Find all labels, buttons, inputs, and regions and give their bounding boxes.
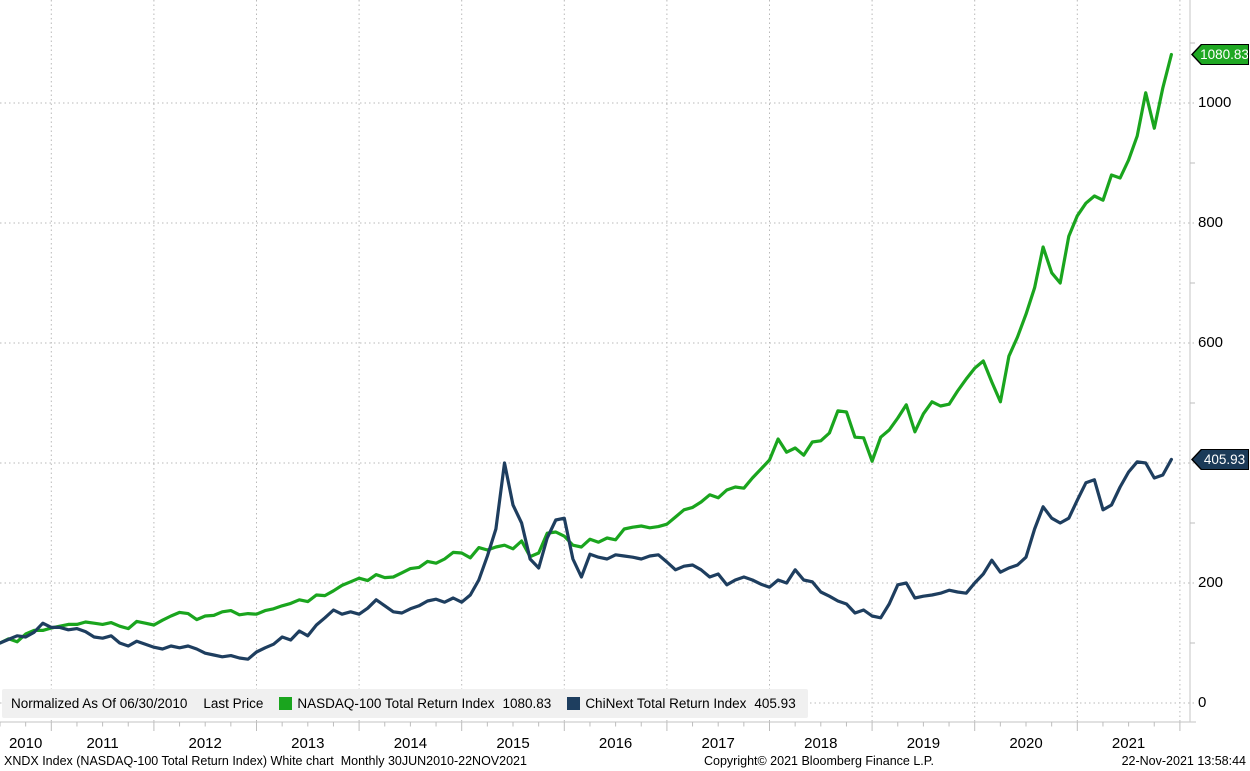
flag-value-text: 405.93 [1203, 451, 1246, 467]
chinext-series-swatch-icon [567, 697, 581, 710]
series-line-nasdaq [0, 52, 1174, 645]
x-tick-label-2012: 2012 [188, 735, 222, 752]
nasdaq-series-swatch-icon [279, 697, 293, 710]
y-tick-label: 1000 [1198, 94, 1232, 111]
x-tick-label-2020: 2020 [1009, 735, 1043, 752]
y-tick-label: 800 [1198, 214, 1224, 231]
x-tick-label-2019: 2019 [906, 735, 941, 752]
x-tick-label-2010: 2010 [8, 735, 43, 752]
y-tick-label: 600 [1198, 334, 1224, 351]
last-price-flag-nasdaq: 1080.83 [1191, 44, 1249, 65]
x-tick-label-2014: 2014 [393, 735, 428, 752]
flag-value-text: 1080.83 [1200, 47, 1249, 62]
chart-description: XNDX Index (NASDAQ-100 Total Return Inde… [4, 754, 527, 768]
legend-item-chinext[interactable]: ChiNext Total Return Index 405.93 [567, 696, 796, 711]
x-tick-label-2018: 2018 [804, 735, 838, 752]
status-bar: XNDX Index (NASDAQ-100 Total Return Inde… [0, 752, 1250, 771]
flag-value: 405.93 [1193, 449, 1248, 469]
x-tick-label-2017: 2017 [701, 735, 735, 752]
x-tick-label-2021: 2021 [1111, 735, 1146, 752]
legend-item-label: ChiNext Total Return Index [585, 696, 747, 711]
legend-item-value: 405.93 [754, 696, 796, 711]
flag-value: 1080.83 [1193, 45, 1248, 64]
legend-bar: Normalized As Of 06/30/2010 Last Price N… [2, 689, 808, 718]
last-price-label: Last Price [203, 696, 264, 711]
normalized-as-of-label: Normalized As Of 06/30/2010 [11, 696, 188, 711]
timestamp: 22-Nov-2021 13:58:44 [1121, 754, 1246, 768]
series-line-chinext [0, 457, 1174, 661]
y-tick-label: 0 [1198, 694, 1207, 711]
legend-item-value: 1080.83 [502, 696, 552, 711]
copyright-notice: Copyright© 2021 Bloomberg Finance L.P. [704, 754, 934, 768]
x-tick-label-2013: 2013 [291, 735, 325, 752]
x-tick-label-2011: 2011 [86, 735, 119, 752]
legend-item-nasdaq[interactable]: NASDAQ-100 Total Return Index 1080.83 [279, 696, 551, 711]
last-price-flag-chinext: 405.93 [1191, 448, 1249, 470]
legend-item-label: NASDAQ-100 Total Return Index [297, 696, 495, 711]
x-tick-label-2015: 2015 [496, 735, 530, 752]
x-tick-label-2016: 2016 [598, 735, 633, 752]
y-tick-label: 200 [1198, 574, 1224, 591]
